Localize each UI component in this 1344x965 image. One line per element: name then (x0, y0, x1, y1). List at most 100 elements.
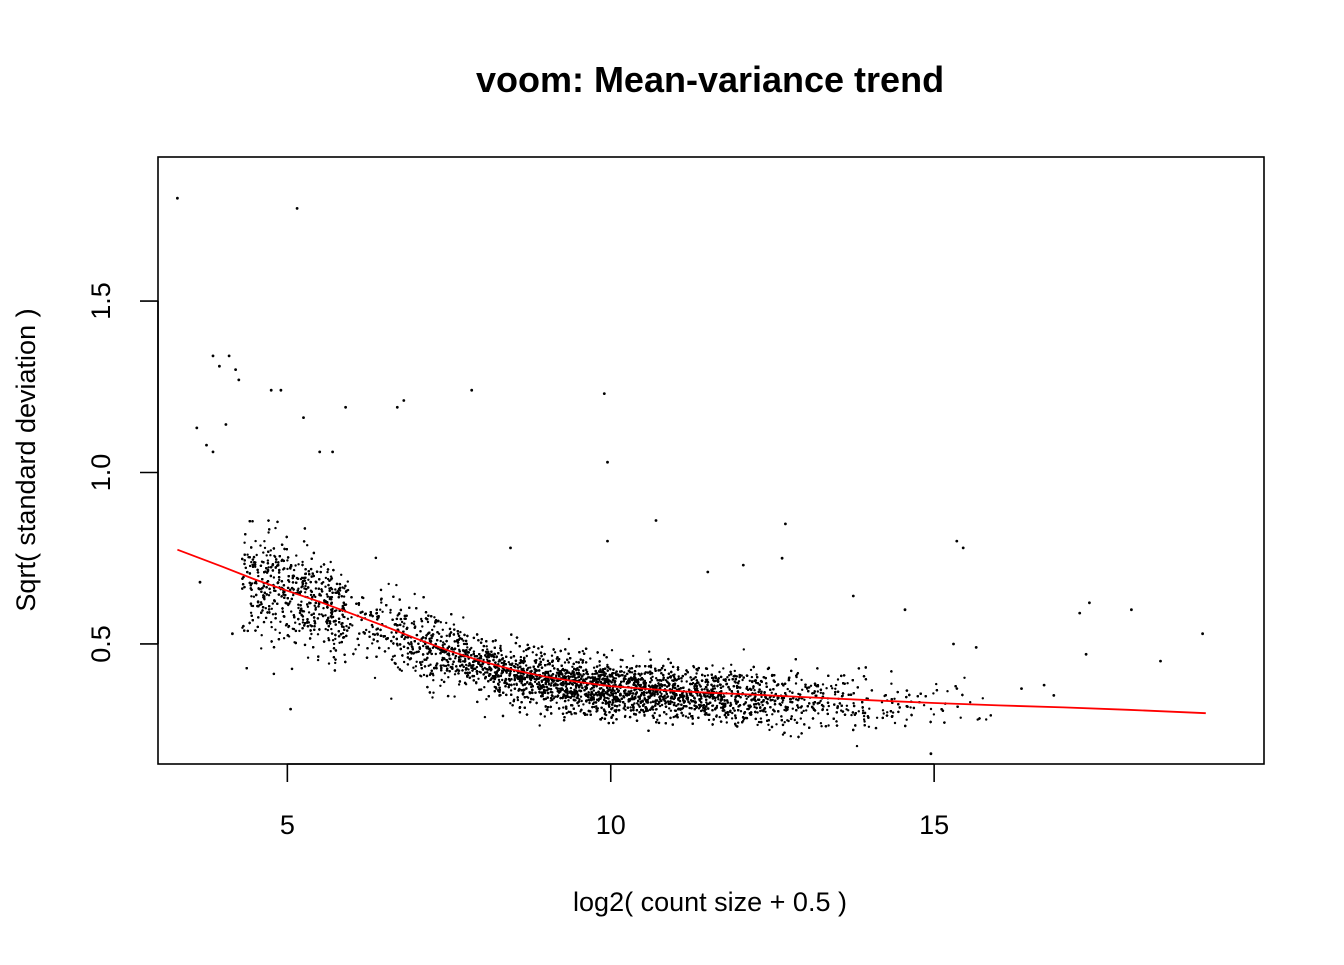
data-point (632, 654, 635, 658)
data-point (486, 648, 489, 651)
data-point (516, 698, 520, 702)
data-point (538, 724, 541, 727)
data-point (653, 711, 656, 715)
data-point (969, 701, 972, 704)
data-point (531, 651, 534, 654)
data-point (561, 667, 565, 671)
data-point (781, 733, 785, 736)
data-point (447, 676, 450, 679)
data-point (783, 721, 786, 724)
data-point (935, 682, 938, 686)
data-point (727, 678, 731, 681)
data-point (271, 613, 275, 616)
data-point (755, 673, 758, 676)
data-point (847, 709, 850, 712)
data-point (537, 681, 541, 684)
data-point (867, 725, 871, 728)
data-point (669, 709, 673, 712)
data-point (730, 694, 733, 698)
data-point (243, 541, 246, 544)
data-point (464, 657, 467, 661)
data-point (739, 710, 743, 713)
data-point (619, 665, 622, 668)
data-point (753, 689, 756, 692)
data-point (722, 667, 725, 670)
data-point (294, 564, 297, 567)
data-point (408, 643, 411, 646)
data-point (501, 678, 504, 682)
data-point (525, 681, 529, 684)
data-point (794, 682, 798, 685)
data-point (257, 574, 260, 578)
data-point (627, 693, 631, 697)
data-point (689, 699, 693, 702)
data-point (316, 633, 320, 636)
data-point (431, 696, 434, 699)
data-point (985, 718, 988, 721)
data-point (771, 713, 774, 716)
data-point (306, 544, 309, 547)
data-point (543, 685, 546, 689)
data-point (580, 699, 583, 703)
data-point (271, 602, 274, 605)
data-point (592, 666, 596, 669)
data-point (443, 672, 447, 675)
data-point (498, 680, 501, 684)
data-point (623, 702, 626, 706)
data-point (329, 560, 332, 564)
data-point (946, 690, 949, 693)
data-point (298, 622, 301, 626)
data-point (565, 711, 568, 715)
data-point (697, 707, 701, 710)
data-point (289, 600, 292, 603)
data-point (614, 672, 617, 675)
data-point (550, 682, 553, 685)
data-point (270, 607, 273, 610)
data-point (297, 563, 300, 566)
data-point (827, 704, 830, 708)
data-point (600, 716, 604, 720)
data-point (263, 546, 267, 550)
data-point (426, 620, 430, 624)
data-point (432, 691, 435, 694)
data-point (764, 710, 767, 713)
data-point (514, 662, 517, 666)
data-point (529, 666, 532, 669)
data-point (893, 721, 897, 725)
data-point (857, 710, 860, 713)
data-point (441, 644, 444, 647)
data-point (326, 570, 329, 574)
data-point (664, 679, 668, 682)
data-point (891, 711, 895, 714)
data-point (507, 661, 510, 664)
data-point (570, 713, 573, 716)
data-point (756, 723, 759, 727)
data-point (635, 664, 638, 668)
data-point (700, 697, 703, 700)
data-point (718, 670, 721, 674)
data-point (681, 714, 685, 717)
data-point (595, 710, 598, 713)
data-point (549, 669, 552, 673)
data-point (422, 644, 425, 648)
data-point (538, 691, 541, 694)
data-point (272, 576, 276, 579)
data-point (932, 692, 935, 695)
data-point (269, 549, 272, 552)
data-point (685, 692, 688, 696)
data-point (259, 601, 263, 604)
data-point (381, 610, 384, 613)
data-point (308, 601, 311, 604)
data-point (453, 673, 457, 676)
data-point (890, 682, 893, 685)
data-point (718, 701, 721, 705)
data-point (802, 709, 805, 713)
data-point (420, 617, 423, 621)
data-point (468, 676, 472, 679)
data-point (748, 679, 751, 682)
data-point (711, 664, 714, 667)
data-point (770, 691, 773, 694)
data-point (415, 660, 418, 663)
data-point (389, 608, 392, 612)
data-point (922, 704, 926, 707)
